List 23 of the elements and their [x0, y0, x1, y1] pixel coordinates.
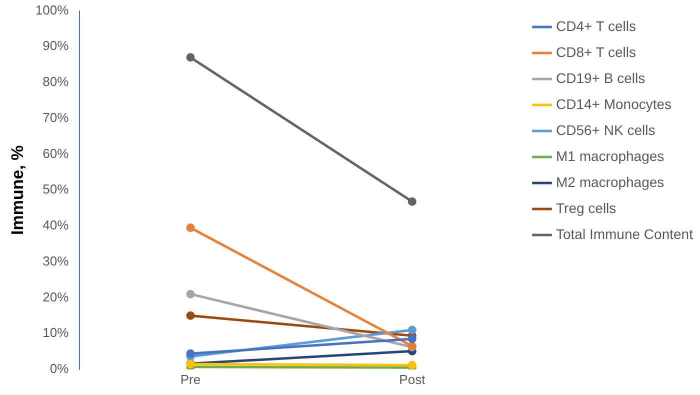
- legend-label: CD14+ Monocytes: [556, 96, 672, 112]
- legend-label: M2 macrophages: [556, 174, 664, 190]
- legend-label: CD56+ NK cells: [556, 122, 656, 138]
- y-tick-label: 30%: [42, 253, 70, 268]
- legend-label: Total Immune Content: [556, 226, 694, 242]
- x-tick-label: Post: [399, 372, 426, 387]
- x-tick-label: Pre: [180, 372, 201, 387]
- y-tick-label: 90%: [42, 38, 70, 54]
- legend-label: CD4+ T cells: [556, 18, 636, 34]
- y-tick-label: 100%: [35, 2, 70, 18]
- y-tick-label: 40%: [42, 218, 70, 233]
- y-tick-label: 20%: [42, 289, 70, 304]
- y-tick-label: 80%: [42, 74, 70, 90]
- y-tick-label: 0%: [50, 360, 70, 376]
- legend-label: M1 macrophages: [556, 148, 664, 164]
- legend-label: CD19+ B cells: [556, 70, 646, 86]
- y-tick-label: 10%: [42, 325, 70, 340]
- y-axis-title: Immune, %: [8, 145, 27, 235]
- y-tick-label: 70%: [42, 110, 70, 125]
- y-tick-label: 60%: [42, 146, 70, 161]
- legend-label: Treg cells: [556, 200, 616, 216]
- legend-label: CD8+ T cells: [556, 44, 636, 60]
- y-tick-label: 50%: [42, 182, 70, 197]
